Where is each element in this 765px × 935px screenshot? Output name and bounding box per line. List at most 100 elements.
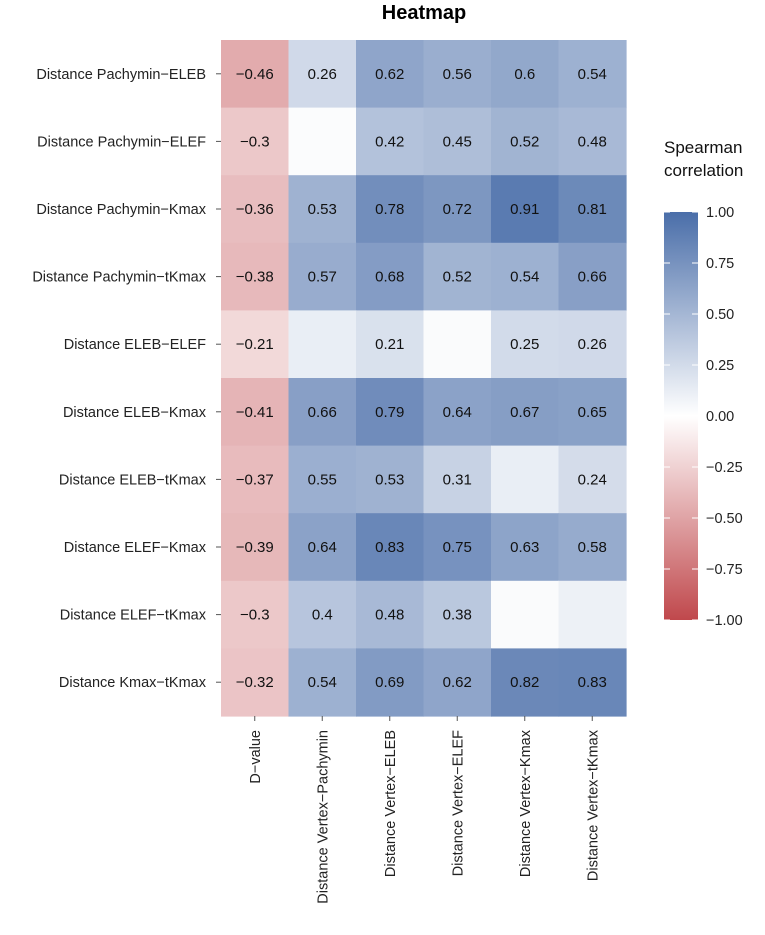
heatmap-cell: [288, 445, 357, 514]
cell-value-label: 0.52: [443, 269, 472, 286]
cell-value-label: 0.42: [375, 133, 404, 150]
heatmap-cell: [221, 378, 290, 447]
color-legend: Spearman correlation 1.00 0.75 0.50 0.25 0.00 −…: [664, 138, 743, 629]
heatmap-cell: [356, 175, 425, 244]
legend-tick-label: 0.00: [706, 409, 734, 425]
heatmap-cell: [288, 310, 357, 379]
row-label: Distance Kmax−tKmax: [59, 675, 207, 691]
heatmap-cell: [491, 648, 560, 717]
heatmap-cell: [491, 107, 560, 176]
heatmap-cell: [356, 648, 425, 717]
row-label: Distance Pachymin−ELEF: [37, 134, 206, 150]
heatmap-cell: [423, 580, 492, 649]
cell-value-label: 0.69: [375, 674, 404, 691]
cell-value-label: 0.54: [510, 269, 539, 286]
cell-value-label: 0.48: [375, 607, 404, 624]
cell-value-label: 0.83: [375, 539, 404, 556]
heatmap-cell: [221, 310, 290, 379]
row-label: Distance ELEF−tKmax: [60, 608, 207, 624]
heatmap-cell: [356, 445, 425, 514]
heatmap-cell: [423, 107, 492, 176]
cell-value-label: −0.3: [240, 133, 270, 150]
cell-value-label: 0.56: [443, 66, 472, 83]
heatmap-cell: [221, 40, 290, 109]
cell-value-label: 0.66: [308, 404, 337, 421]
column-label: D−value: [248, 730, 264, 784]
heatmap-cell: [288, 513, 357, 582]
legend-tick-label: −0.75: [706, 562, 743, 578]
heatmap-cell: [558, 40, 627, 109]
heatmap-cell: [423, 648, 492, 717]
column-label: Distance Vertex−Kmax: [518, 729, 534, 877]
heatmap-cell: [288, 107, 357, 176]
cell-value-label: 0.26: [308, 66, 337, 83]
heatmap-cell: [491, 513, 560, 582]
heatmap-cell: [221, 513, 290, 582]
heatmap-cell: [356, 378, 425, 447]
heatmap-cell: [221, 175, 290, 244]
cell-value-label: −0.37: [236, 471, 274, 488]
cell-value-label: 0.53: [375, 471, 404, 488]
column-labels: D−value Distance Vertex−Pachymin Distance …: [248, 716, 601, 904]
cell-value-label: 0.68: [375, 269, 404, 286]
heatmap-cell: [356, 242, 425, 311]
heatmap-cell: [558, 107, 627, 176]
heatmap-cells: −0.46 0.26 0.62 0.56 0.6 0.54 −0.3 0.42 0.45 0.52…: [221, 40, 627, 717]
heatmap-cell: [423, 175, 492, 244]
heatmap-cell: [558, 445, 627, 514]
cell-value-label: 0.78: [375, 201, 404, 218]
heatmap-cell: [491, 445, 560, 514]
cell-value-label: 0.66: [578, 269, 607, 286]
legend-tick-label: −1.00: [706, 613, 743, 629]
cell-value-label: 0.72: [443, 201, 472, 218]
cell-value-label: −0.3: [240, 607, 270, 624]
cell-value-label: −0.32: [236, 674, 274, 691]
heatmap-cell: [558, 580, 627, 649]
heatmap-cell: [288, 40, 357, 109]
legend-tick-label: 1.00: [706, 205, 734, 221]
cell-value-label: −0.21: [236, 336, 274, 353]
heatmap-cell: [288, 378, 357, 447]
cell-value-label: 0.31: [443, 471, 472, 488]
row-label: Distance ELEF−Kmax: [64, 540, 207, 556]
row-labels: Distance Pachymin−ELEB Distance Pachymin−…: [32, 67, 221, 691]
legend-title: Spearman: [664, 138, 742, 157]
heatmap-cell: [423, 378, 492, 447]
cell-value-label: 0.54: [308, 674, 337, 691]
heatmap-cell: [288, 175, 357, 244]
heatmap-cell: [221, 445, 290, 514]
heatmap-cell: [221, 107, 290, 176]
cell-value-label: 0.54: [578, 66, 607, 83]
cell-value-label: 0.4: [312, 607, 333, 624]
heatmap-cell: [356, 40, 425, 109]
cell-value-label: 0.62: [443, 674, 472, 691]
heatmap-cell: [491, 242, 560, 311]
row-label: Distance ELEB−tKmax: [59, 472, 207, 488]
heatmap-cell: [423, 310, 492, 379]
heatmap-cell: [221, 580, 290, 649]
heatmap-cell: [558, 648, 627, 717]
heatmap-cell: [491, 310, 560, 379]
legend-tick-label: −0.25: [706, 460, 743, 476]
heatmap-cell: [423, 513, 492, 582]
heatmap-cell: [221, 648, 290, 717]
cell-value-label: 0.6: [514, 66, 535, 83]
cell-value-label: 0.25: [510, 336, 539, 353]
cell-value-label: 0.79: [375, 404, 404, 421]
cell-value-label: 0.52: [510, 133, 539, 150]
cell-value-label: 0.82: [510, 674, 539, 691]
legend-title: correlation: [664, 161, 743, 180]
cell-value-label: 0.48: [578, 133, 607, 150]
column-label: Distance Vertex−ELEF: [450, 730, 466, 876]
chart-title: Heatmap: [382, 2, 466, 24]
heatmap-cell: [558, 310, 627, 379]
cell-value-label: −0.41: [236, 404, 274, 421]
heatmap-cell: [288, 648, 357, 717]
heatmap-cell: [491, 40, 560, 109]
cell-value-label: 0.38: [443, 607, 472, 624]
cell-value-label: −0.36: [236, 201, 274, 218]
cell-value-label: 0.67: [510, 404, 539, 421]
column-label: Distance Vertex−ELEB: [383, 730, 399, 877]
legend-tick-label: 0.25: [706, 358, 734, 374]
